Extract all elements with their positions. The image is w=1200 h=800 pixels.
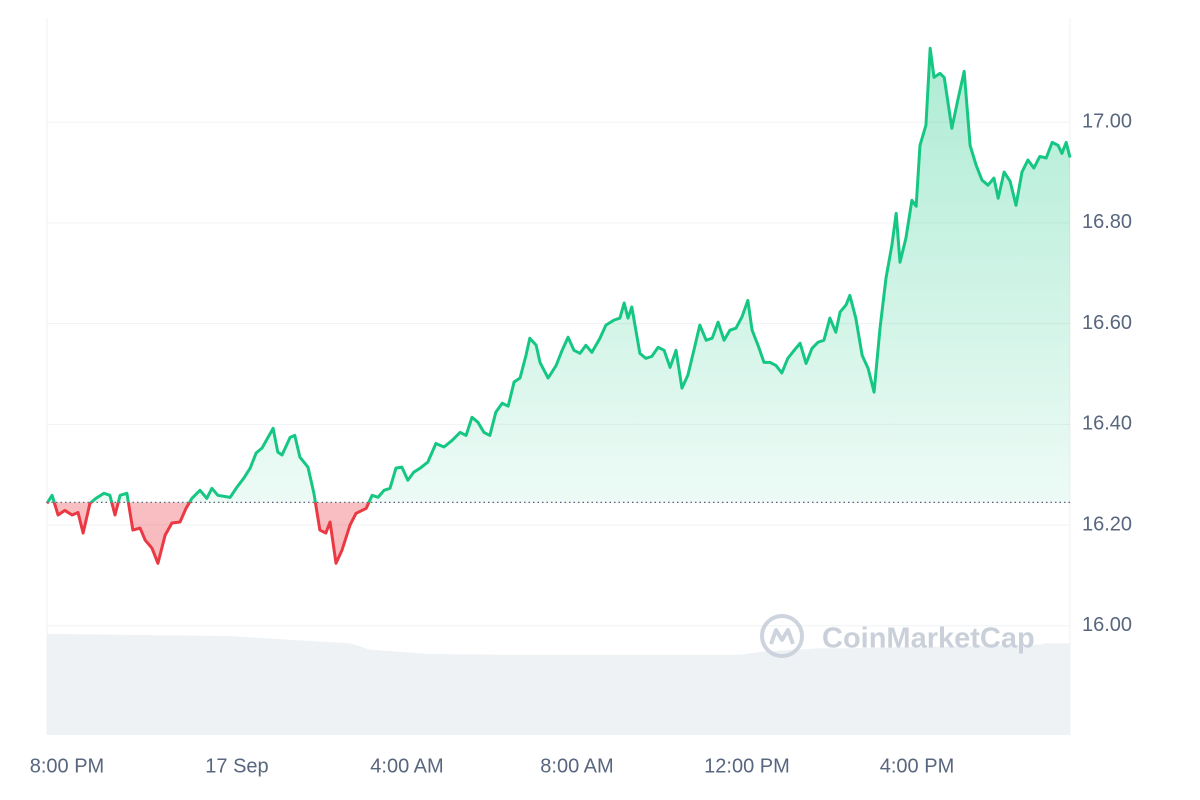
x-tick-label: 4:00 PM — [880, 755, 954, 777]
volume-layer — [47, 633, 1070, 735]
area-below — [47, 502, 1070, 564]
watermark-logo — [760, 614, 804, 658]
price-layer — [45, 46, 1072, 565]
axis-layer: 16.00 16.20 16.40 16.60 16.80 17.00 8:00 PM 17 … — [30, 111, 1132, 778]
y-tick-label: 16.40 — [1082, 413, 1132, 435]
y-tick-label: 16.20 — [1082, 513, 1132, 535]
x-tick-label: 8:00 AM — [540, 755, 613, 777]
x-tick-label: 17 Sep — [205, 755, 268, 777]
y-tick-label: 17.00 — [1082, 111, 1132, 133]
logo-mark — [769, 628, 795, 645]
plot: CoinMarketCap 16.0016.2016.4016.6016.801… — [30, 18, 1132, 777]
y-tick-label: 16.80 — [1082, 211, 1132, 233]
watermark: CoinMarketCap — [822, 623, 1035, 655]
x-tick-label: 8:00 PM — [30, 755, 104, 777]
volume-area — [47, 633, 1070, 735]
x-tick-label: 4:00 AM — [370, 755, 443, 777]
y-tick-label: 16.60 — [1082, 312, 1132, 334]
price-line-up — [45, 46, 1072, 503]
logo-ring — [760, 614, 804, 658]
area-above — [47, 48, 1070, 503]
y-tick-label: 16.00 — [1082, 614, 1132, 636]
x-tick-label: 12:00 PM — [704, 755, 790, 777]
